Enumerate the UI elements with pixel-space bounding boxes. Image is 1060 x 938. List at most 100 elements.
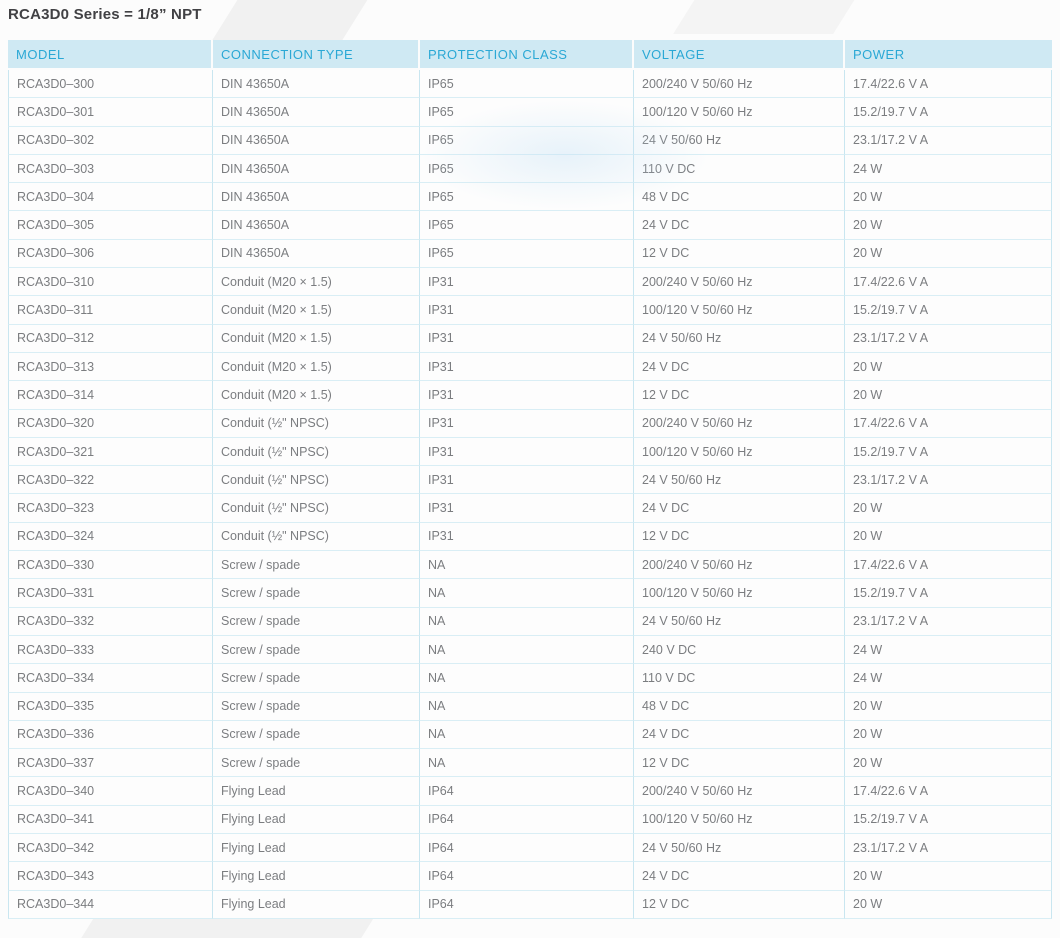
- cell-connection-type: Flying Lead: [213, 890, 420, 919]
- cell-power: 24 W: [845, 154, 1052, 184]
- cell-voltage: 12 V DC: [634, 890, 845, 919]
- watermark-shape-top: [209, 0, 377, 44]
- cell-connection-type: Screw / spade: [213, 692, 420, 721]
- cell-voltage: 24 V 50/60 Hz: [634, 834, 845, 863]
- cell-voltage: 24 V DC: [634, 494, 845, 523]
- cell-model: RCA3D0–302: [8, 126, 213, 155]
- cell-power: 20 W: [845, 239, 1052, 269]
- cell-protection-class: NA: [420, 720, 634, 750]
- cell-model: RCA3D0–323: [8, 494, 213, 523]
- cell-connection-type: DIN 43650A: [213, 70, 420, 99]
- cell-model: RCA3D0–324: [8, 522, 213, 552]
- cell-power: 15.2/19.7 V A: [845, 805, 1052, 835]
- column-header-connection-type: CONNECTION TYPE: [213, 40, 420, 70]
- table-row: RCA3D0–336 Screw / spade NA 24 V DC 20 W: [8, 720, 1052, 750]
- cell-protection-class: IP64: [420, 890, 634, 919]
- cell-protection-class: IP64: [420, 834, 634, 863]
- cell-connection-type: Screw / spade: [213, 607, 420, 636]
- table-row: RCA3D0–303 DIN 43650A IP65 110 V DC 24 W: [8, 154, 1052, 184]
- cell-model: RCA3D0–334: [8, 664, 213, 693]
- cell-model: RCA3D0–320: [8, 409, 213, 438]
- cell-voltage: 200/240 V 50/60 Hz: [634, 409, 845, 438]
- cell-connection-type: DIN 43650A: [213, 211, 420, 240]
- cell-protection-class: NA: [420, 607, 634, 636]
- table-row: RCA3D0–334 Screw / spade NA 110 V DC 24 W: [8, 664, 1052, 693]
- table-row: RCA3D0–331 Screw / spade NA 100/120 V 50/60…: [8, 579, 1052, 608]
- cell-model: RCA3D0–333: [8, 635, 213, 665]
- column-header-model: MODEL: [8, 40, 213, 70]
- cell-connection-type: Conduit (M20 × 1.5): [213, 268, 420, 297]
- cell-protection-class: IP65: [420, 98, 634, 127]
- cell-model: RCA3D0–344: [8, 890, 213, 919]
- cell-protection-class: IP31: [420, 522, 634, 552]
- cell-connection-type: Screw / spade: [213, 551, 420, 580]
- cell-protection-class: IP65: [420, 211, 634, 240]
- table-row: RCA3D0–324 Conduit (½" NPSC) IP31 12 V DC 20…: [8, 522, 1052, 552]
- cell-protection-class: IP31: [420, 494, 634, 523]
- cell-model: RCA3D0–314: [8, 381, 213, 410]
- cell-power: 24 W: [845, 635, 1052, 665]
- spec-table: MODEL CONNECTION TYPE PROTECTION CLASS V…: [8, 40, 1052, 919]
- cell-model: RCA3D0–341: [8, 805, 213, 835]
- table-row: RCA3D0–305 DIN 43650A IP65 24 V DC 20 W: [8, 211, 1052, 240]
- cell-voltage: 100/120 V 50/60 Hz: [634, 437, 845, 467]
- cell-connection-type: Conduit (½" NPSC): [213, 494, 420, 523]
- cell-power: 23.1/17.2 V A: [845, 466, 1052, 495]
- cell-protection-class: IP65: [420, 183, 634, 212]
- cell-connection-type: Screw / spade: [213, 579, 420, 608]
- cell-connection-type: Flying Lead: [213, 834, 420, 863]
- cell-power: 20 W: [845, 862, 1052, 891]
- cell-protection-class: IP65: [420, 70, 634, 99]
- table-row: RCA3D0–321 Conduit (½" NPSC) IP31 100/120 V…: [8, 437, 1052, 467]
- cell-model: RCA3D0–301: [8, 98, 213, 127]
- table-row: RCA3D0–333 Screw / spade NA 240 V DC 24 W: [8, 635, 1052, 665]
- cell-protection-class: NA: [420, 692, 634, 721]
- cell-connection-type: DIN 43650A: [213, 126, 420, 155]
- cell-voltage: 48 V DC: [634, 692, 845, 721]
- table-row: RCA3D0–344 Flying Lead IP64 12 V DC 20 W: [8, 890, 1052, 919]
- table-row: RCA3D0–313 Conduit (M20 × 1.5) IP31 24 V DC…: [8, 352, 1052, 382]
- cell-protection-class: IP64: [420, 777, 634, 806]
- table-row: RCA3D0–341 Flying Lead IP64 100/120 V 50/60…: [8, 805, 1052, 835]
- cell-protection-class: NA: [420, 551, 634, 580]
- table-row: RCA3D0–300 DIN 43650A IP65 200/240 V 50/60 …: [8, 70, 1052, 99]
- cell-connection-type: Conduit (M20 × 1.5): [213, 324, 420, 353]
- cell-power: 20 W: [845, 381, 1052, 410]
- table-row: RCA3D0–320 Conduit (½" NPSC) IP31 200/240 V…: [8, 409, 1052, 438]
- cell-model: RCA3D0–300: [8, 70, 213, 99]
- cell-model: RCA3D0–310: [8, 268, 213, 297]
- cell-model: RCA3D0–331: [8, 579, 213, 608]
- cell-connection-type: Conduit (½" NPSC): [213, 522, 420, 552]
- table-row: RCA3D0–302 DIN 43650A IP65 24 V 50/60 Hz 23.…: [8, 126, 1052, 155]
- cell-voltage: 12 V DC: [634, 239, 845, 269]
- cell-power: 20 W: [845, 494, 1052, 523]
- cell-protection-class: IP31: [420, 324, 634, 353]
- table-row: RCA3D0–306 DIN 43650A IP65 12 V DC 20 W: [8, 239, 1052, 269]
- cell-voltage: 24 V DC: [634, 352, 845, 382]
- cell-model: RCA3D0–322: [8, 466, 213, 495]
- table-row: RCA3D0–311 Conduit (M20 × 1.5) IP31 100/120…: [8, 296, 1052, 325]
- cell-model: RCA3D0–332: [8, 607, 213, 636]
- cell-model: RCA3D0–343: [8, 862, 213, 891]
- cell-voltage: 24 V DC: [634, 211, 845, 240]
- cell-voltage: 24 V 50/60 Hz: [634, 466, 845, 495]
- cell-connection-type: Flying Lead: [213, 862, 420, 891]
- table-row: RCA3D0–340 Flying Lead IP64 200/240 V 50/60…: [8, 777, 1052, 806]
- column-header-voltage: VOLTAGE: [634, 40, 845, 70]
- cell-model: RCA3D0–311: [8, 296, 213, 325]
- cell-power: 24 W: [845, 664, 1052, 693]
- cell-voltage: 24 V DC: [634, 862, 845, 891]
- cell-protection-class: NA: [420, 749, 634, 778]
- cell-model: RCA3D0–305: [8, 211, 213, 240]
- cell-power: 17.4/22.6 V A: [845, 777, 1052, 806]
- cell-connection-type: DIN 43650A: [213, 154, 420, 184]
- cell-power: 20 W: [845, 522, 1052, 552]
- cell-power: 23.1/17.2 V A: [845, 126, 1052, 155]
- cell-protection-class: NA: [420, 664, 634, 693]
- cell-power: 20 W: [845, 183, 1052, 212]
- cell-power: 17.4/22.6 V A: [845, 551, 1052, 580]
- cell-model: RCA3D0–340: [8, 777, 213, 806]
- cell-voltage: 100/120 V 50/60 Hz: [634, 805, 845, 835]
- cell-power: 20 W: [845, 720, 1052, 750]
- table-row: RCA3D0–342 Flying Lead IP64 24 V 50/60 Hz 23…: [8, 834, 1052, 863]
